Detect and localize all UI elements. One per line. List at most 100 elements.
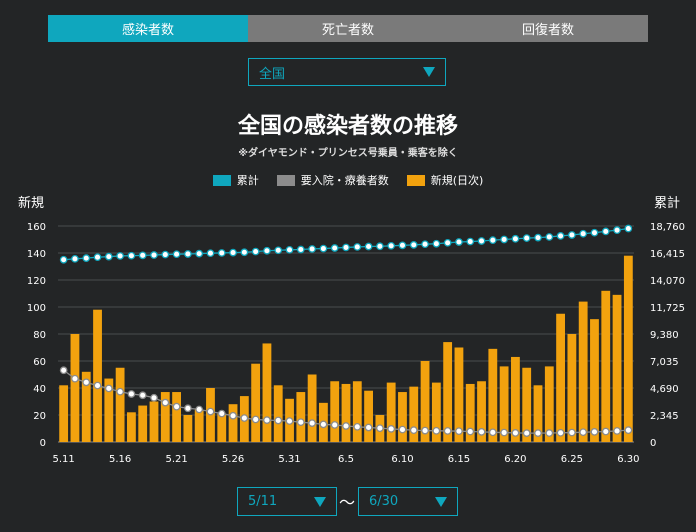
chart-title: 全国の感染者数の推移 <box>237 114 458 139</box>
left-axis-title: 新規 <box>18 196 45 211</box>
bar-new-cases <box>409 386 419 442</box>
tab-recoveries[interactable]: 回復者数 <box>448 15 648 42</box>
left-tick-label: 120 <box>27 276 46 287</box>
bar-new-cases <box>93 309 102 442</box>
metric-tabs: 感染者数 死亡者数 回復者数 <box>48 15 648 42</box>
end-date-select[interactable]: 6/30 <box>358 487 458 516</box>
cumulative-point <box>534 233 542 242</box>
cumulative-point <box>443 238 452 247</box>
bar-new-cases <box>172 392 181 442</box>
bar-new-cases <box>443 342 453 442</box>
bar-new-cases <box>341 383 351 442</box>
legend-item-cumulative[interactable]: 累計 <box>212 172 259 188</box>
cumulative-point <box>150 251 158 259</box>
region-select[interactable]: 全国 <box>248 58 446 86</box>
legend-item-new[interactable]: 新規(日次) <box>406 172 484 188</box>
cumulative-point <box>432 239 441 248</box>
bar-new-cases <box>183 415 193 442</box>
legend-swatch-new <box>406 174 425 186</box>
active-cases-point <box>127 390 136 398</box>
right-tick-label: 14,070 <box>650 276 685 287</box>
cumulative-point <box>330 244 339 252</box>
x-tick-label: 5.11 <box>53 454 75 465</box>
cumulative-point <box>376 242 384 251</box>
bar-new-cases <box>556 313 565 442</box>
active-cases-point <box>353 422 362 431</box>
legend-item-active[interactable]: 要入院・療養者数 <box>276 172 389 188</box>
cumulative-point <box>274 246 283 255</box>
start-date-value: 5/11 <box>248 494 278 509</box>
active-cases-point <box>342 422 350 430</box>
bar-new-cases <box>567 334 577 442</box>
legend-label-active: 要入院・療養者数 <box>300 174 389 187</box>
legend-label-cumulative: 累計 <box>236 174 259 187</box>
cumulative-point <box>579 229 588 238</box>
active-cases-point <box>240 414 249 422</box>
active-cases-point <box>195 405 204 414</box>
active-cases-point <box>387 425 396 433</box>
right-tick-label: 16,415 <box>650 249 685 260</box>
cumulative-point <box>590 228 599 237</box>
cumulative-point <box>59 255 68 264</box>
left-tick-label: 60 <box>33 357 46 368</box>
active-cases-point <box>296 418 305 427</box>
bar-new-cases <box>81 371 91 442</box>
active-cases-point <box>116 387 124 396</box>
bar-new-cases <box>262 343 272 442</box>
x-tick-label: 6.5 <box>338 454 354 465</box>
cumulative-point <box>127 251 136 260</box>
x-tick-label: 6.10 <box>391 454 413 465</box>
active-cases-point <box>82 378 91 387</box>
active-cases-point <box>71 374 79 383</box>
cumulative-point <box>477 237 486 245</box>
bar-new-cases <box>330 381 340 442</box>
cumulative-point <box>601 227 610 236</box>
cumulative-point <box>545 233 554 241</box>
bar-new-cases <box>465 383 475 442</box>
chart-subtitle: ※ダイヤモンド・プリンセス号乗員・乗客を除く <box>238 148 458 159</box>
cumulative-point <box>116 252 124 260</box>
cumulative-point <box>296 245 305 254</box>
bar-new-cases <box>149 401 159 442</box>
tab-deaths[interactable]: 死亡者数 <box>248 15 448 42</box>
active-cases-point <box>477 428 486 436</box>
bar-new-cases <box>612 294 622 442</box>
active-cases-point <box>466 427 475 436</box>
cumulative-point <box>184 250 192 258</box>
bar-new-cases <box>420 361 430 442</box>
active-cases-point <box>579 428 588 437</box>
cumulative-point <box>319 244 328 253</box>
bar-new-cases <box>251 363 261 442</box>
active-cases-point <box>206 407 215 416</box>
active-cases-point <box>251 415 260 424</box>
chevron-down-icon <box>423 67 435 77</box>
cumulative-point <box>500 235 508 244</box>
cumulative-point <box>71 254 79 263</box>
active-cases-point <box>229 411 237 420</box>
active-cases-point <box>308 419 316 427</box>
cumulative-point <box>387 241 396 250</box>
active-cases-point <box>184 404 192 413</box>
cumulative-point <box>488 236 497 245</box>
right-tick-label: 11,725 <box>650 303 685 314</box>
cumulative-point <box>522 234 531 242</box>
legend-label-new: 新規(日次) <box>430 174 484 187</box>
left-tick-label: 20 <box>33 411 46 422</box>
cumulative-point <box>353 243 362 251</box>
bar-new-cases <box>499 366 509 442</box>
right-tick-label: 18,760 <box>650 222 685 233</box>
x-tick-label: 5.21 <box>165 454 187 465</box>
active-cases-point <box>150 393 158 402</box>
active-cases-point <box>330 421 339 429</box>
active-cases-point <box>511 429 520 437</box>
bar-new-cases <box>160 392 170 442</box>
start-date-select[interactable]: 5/11 <box>237 487 337 516</box>
bar-new-cases <box>307 374 317 442</box>
tab-infections[interactable]: 感染者数 <box>48 15 248 42</box>
bar-new-cases <box>194 409 204 442</box>
left-tick-label: 100 <box>27 303 46 314</box>
cumulative-point <box>285 245 294 254</box>
legend-swatch-active <box>276 174 295 186</box>
bar-new-cases <box>533 385 543 442</box>
